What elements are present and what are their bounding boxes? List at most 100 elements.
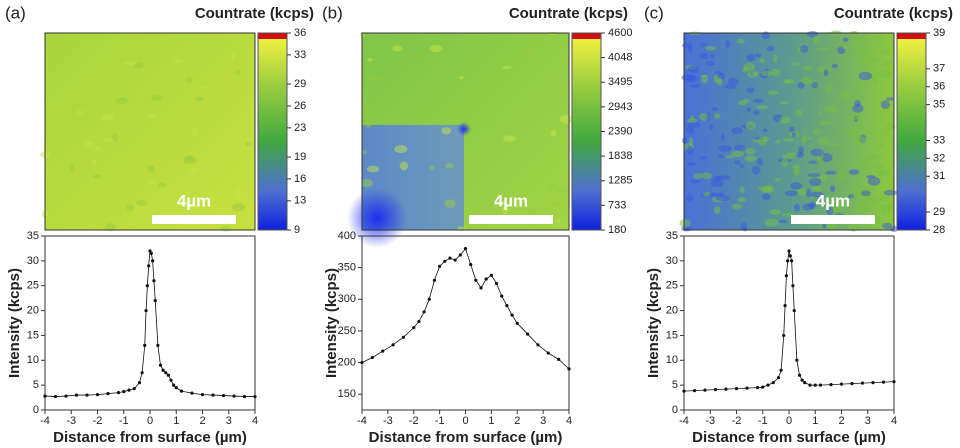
data-point	[132, 387, 136, 391]
map-texture	[134, 62, 144, 69]
data-point	[145, 284, 149, 288]
colorbar-tick-label: 32	[933, 152, 945, 164]
colorbar-tick-label: 16	[294, 173, 306, 185]
map-texture	[195, 96, 204, 102]
panel-label: (a)	[5, 3, 26, 22]
data-point	[567, 367, 571, 371]
colorbar-tick-label: 19	[294, 151, 306, 163]
map-texture	[882, 61, 894, 66]
data-point	[253, 394, 257, 399]
x-tick-label: 0	[786, 415, 792, 427]
map-texture	[830, 185, 836, 193]
map-texture	[186, 77, 193, 83]
x-tick-label: 4	[891, 415, 897, 427]
map-texture	[842, 46, 849, 50]
colorbar-tick-label: 733	[608, 199, 626, 211]
map-texture	[493, 153, 507, 162]
data-point	[881, 380, 886, 384]
map-texture	[100, 114, 115, 121]
map-texture	[234, 187, 244, 197]
data-point	[143, 343, 147, 347]
map-texture	[764, 218, 779, 227]
map-texture	[527, 147, 533, 153]
map-texture	[802, 65, 814, 71]
y-tick-label: 5	[672, 379, 678, 391]
colorbar-tick-label: 4048	[608, 52, 632, 64]
data-point	[417, 319, 421, 324]
map-texture	[881, 222, 893, 230]
x-tick-label: 3	[865, 415, 871, 427]
map-texture	[105, 223, 116, 232]
map-texture	[783, 79, 791, 84]
map-texture	[828, 196, 833, 201]
x-tick-label: -3	[705, 415, 715, 427]
map-texture	[720, 133, 726, 142]
map-texture	[848, 169, 860, 175]
map-texture	[838, 164, 845, 170]
map-texture	[75, 110, 84, 116]
map-texture	[767, 90, 779, 95]
data-point	[734, 387, 739, 391]
map-texture	[878, 70, 893, 79]
map-texture	[833, 198, 844, 207]
colorbar-title: Countrate (kcps)	[195, 5, 314, 22]
data-point	[682, 389, 686, 393]
y-tick-label: 0	[33, 404, 39, 416]
map-texture	[746, 53, 756, 62]
data-point	[427, 297, 431, 301]
data-point	[64, 394, 68, 398]
x-tick-label: -2	[732, 415, 742, 427]
map-texture	[710, 53, 715, 59]
map-texture	[827, 142, 841, 147]
map-texture	[838, 91, 852, 100]
y-axis-label: Intensity (kcps)	[6, 268, 23, 378]
map-texture	[718, 144, 732, 153]
data-point	[871, 381, 875, 385]
map-texture	[817, 136, 831, 146]
map-texture	[855, 37, 869, 44]
map-texture	[816, 47, 830, 51]
map-texture	[245, 142, 252, 147]
y-tick-label: 400	[338, 230, 356, 242]
data-point	[489, 273, 493, 277]
map-texture	[746, 107, 751, 113]
data-point	[140, 371, 144, 375]
colorbar-tick-label: 180	[608, 224, 626, 236]
y-tick-label: 15	[666, 329, 678, 341]
data-point	[370, 355, 374, 360]
colorbar-tick-label: 3495	[608, 76, 632, 88]
map-texture	[836, 172, 848, 180]
map-texture	[858, 71, 873, 81]
map-texture	[885, 122, 896, 131]
map-texture	[487, 152, 494, 162]
map-texture	[392, 45, 403, 52]
map-texture	[682, 137, 688, 144]
map-texture	[760, 186, 772, 193]
data-point	[200, 392, 205, 397]
map-texture	[94, 145, 102, 152]
map-texture	[441, 127, 452, 135]
data-point	[458, 253, 462, 257]
data-point	[422, 310, 426, 314]
data-point	[169, 378, 173, 382]
data-point	[818, 383, 823, 387]
map-texture	[205, 204, 218, 208]
map-texture	[824, 120, 834, 124]
data-point	[792, 308, 796, 313]
data-point	[713, 388, 718, 392]
map-texture	[687, 65, 699, 74]
map-texture	[809, 177, 822, 187]
map-texture	[102, 137, 114, 143]
map-texture	[235, 69, 241, 76]
data-point	[797, 373, 802, 377]
map-texture	[755, 53, 762, 58]
map-texture	[717, 72, 726, 80]
data-point	[783, 304, 787, 308]
map-texture	[746, 87, 755, 93]
map-texture	[194, 202, 202, 210]
map-texture	[188, 167, 200, 174]
colorbar-tick-label: 29	[933, 206, 945, 218]
scale-bar	[469, 215, 553, 224]
map-texture	[365, 123, 371, 129]
